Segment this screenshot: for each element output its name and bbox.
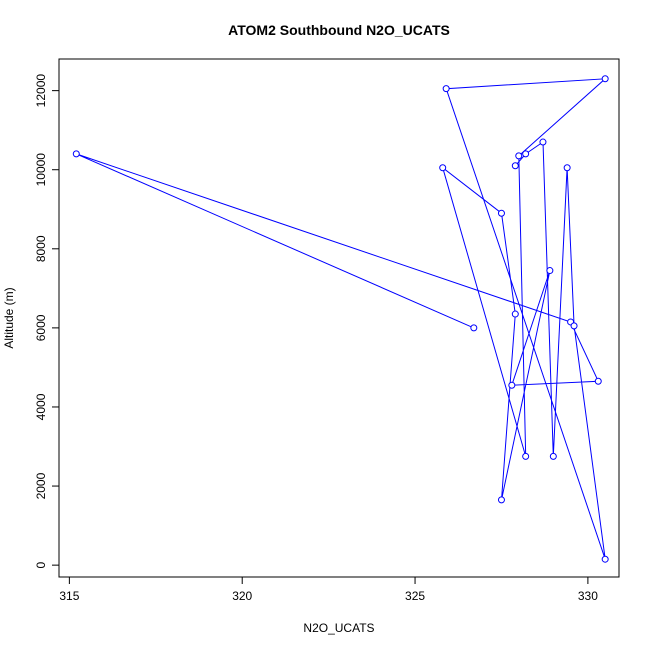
data-point: [601, 555, 609, 563]
data-point: [511, 310, 519, 318]
data-point: [522, 150, 530, 158]
data-point: [497, 209, 505, 217]
x-tick-label: 330: [578, 589, 598, 603]
y-tick-label: 4000: [34, 393, 48, 420]
x-tick-label: 315: [59, 589, 79, 603]
data-point: [515, 152, 523, 160]
data-point: [594, 377, 602, 385]
y-tick-label: 0: [34, 561, 48, 568]
data-point: [570, 322, 578, 330]
y-tick-label: 6000: [34, 314, 48, 341]
data-point: [72, 150, 80, 158]
x-axis: 315 320 325 330: [59, 576, 598, 603]
data-point: [601, 75, 609, 83]
data-point: [470, 324, 478, 332]
series-layer: [72, 75, 609, 563]
x-tick-label: 320: [232, 589, 252, 603]
y-tick-label: 10000: [34, 153, 48, 187]
data-point: [497, 496, 505, 504]
data-point: [522, 452, 530, 460]
x-tick-label: 325: [405, 589, 425, 603]
data-point: [539, 138, 547, 146]
y-axis: 0 2000 4000 6000 8000 10000 12000: [34, 74, 60, 568]
data-point: [508, 381, 516, 389]
y-tick-label: 12000: [34, 74, 48, 108]
data-point: [549, 452, 557, 460]
data-point: [546, 267, 554, 275]
data-point: [511, 162, 519, 170]
y-tick-label: 8000: [34, 235, 48, 262]
y-tick-label: 2000: [34, 472, 48, 499]
data-point: [439, 164, 447, 172]
y-axis-label: Altitude (m): [2, 287, 16, 348]
data-point: [563, 164, 571, 172]
data-point: [442, 85, 450, 93]
chart-title: ATOM2 Southbound N2O_UCATS: [228, 22, 450, 38]
x-axis-label: N2O_UCATS: [303, 621, 374, 635]
